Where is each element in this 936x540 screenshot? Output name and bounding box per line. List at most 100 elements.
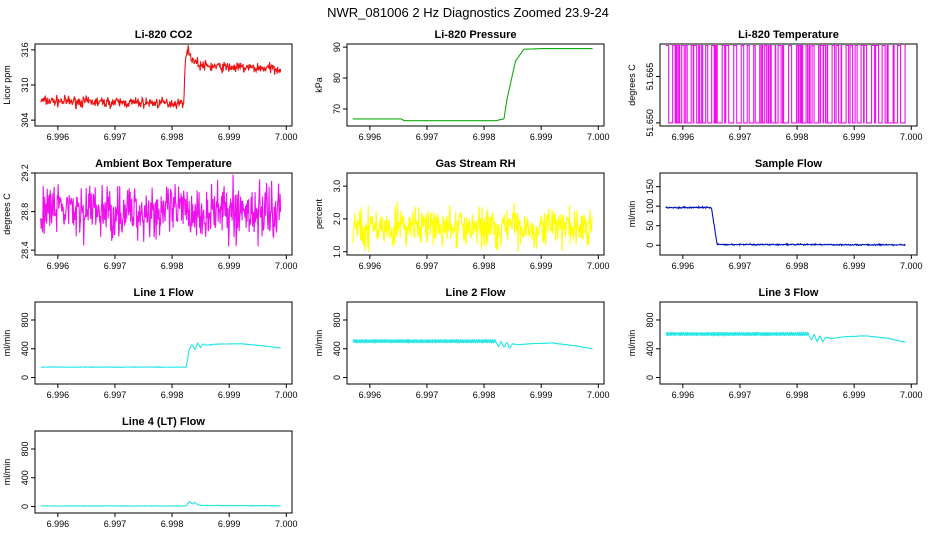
series-line-boxtemp bbox=[40, 174, 282, 247]
x-tick-label: 6.998 bbox=[473, 132, 496, 142]
panel-sampleflow: Sample Flow 6.996 6.997 6.998 6.999 7.000 0 50 1… bbox=[627, 158, 923, 271]
y-tick-label: 28.8 bbox=[20, 203, 30, 221]
panel-line3: Line 3 Flow 6.996 6.997 6.998 6.999 7.000 0 400… bbox=[627, 287, 923, 400]
x-tick-label: 6.999 bbox=[530, 132, 553, 142]
x-tick-label: 7.000 bbox=[275, 519, 298, 529]
y-axis-label: kPa bbox=[314, 77, 324, 93]
panel-rh: Gas Stream RH 6.996 6.997 6.998 6.999 7.000 1.… bbox=[314, 158, 610, 271]
x-tick-label: 6.996 bbox=[359, 261, 382, 271]
y-tick-label: 100 bbox=[645, 199, 655, 214]
x-tick-label: 7.000 bbox=[275, 132, 298, 142]
x-tick-label: 6.998 bbox=[161, 519, 184, 529]
panel-title: Line 1 Flow bbox=[134, 287, 194, 299]
x-tick-label: 6.996 bbox=[359, 390, 382, 400]
y-tick-label: 90 bbox=[332, 42, 342, 52]
x-tick-label: 6.997 bbox=[104, 261, 127, 271]
x-tick-label: 6.996 bbox=[359, 132, 382, 142]
plot-frame bbox=[34, 301, 293, 385]
panel-title: Line 2 Flow bbox=[446, 287, 506, 299]
x-tick-label: 6.997 bbox=[104, 132, 127, 142]
x-tick-label: 6.998 bbox=[786, 390, 809, 400]
y-tick-label: 0 bbox=[645, 243, 655, 248]
x-tick-label: 6.999 bbox=[843, 390, 866, 400]
panel-pressure: Li-820 Pressure 6.996 6.997 6.998 6.999 7.000… bbox=[314, 29, 610, 142]
plot-frame bbox=[34, 43, 293, 127]
x-tick-label: 6.996 bbox=[47, 261, 70, 271]
x-tick-label: 6.998 bbox=[786, 261, 809, 271]
panel-title: Line 4 (LT) Flow bbox=[122, 416, 205, 428]
panel-title: Sample Flow bbox=[755, 158, 823, 170]
y-tick-label: 800 bbox=[20, 441, 30, 456]
panel-co2: Li-820 CO2 6.996 6.997 6.998 6.999 7.000 304 31… bbox=[2, 29, 298, 142]
x-tick-label: 6.997 bbox=[729, 132, 752, 142]
x-tick-label: 6.999 bbox=[843, 132, 866, 142]
y-axis-label: ml/min bbox=[2, 330, 12, 357]
series-line-sampleflow bbox=[665, 205, 906, 247]
figure-title: NWR_081006 2 Hz Diagnostics Zoomed 23.9-… bbox=[327, 5, 609, 20]
x-tick-label: 6.996 bbox=[672, 261, 695, 271]
plot-frame bbox=[346, 172, 605, 256]
x-tick-label: 6.999 bbox=[843, 261, 866, 271]
y-tick-label: 51.665 bbox=[645, 63, 655, 91]
x-tick-label: 7.000 bbox=[900, 261, 923, 271]
y-axis-label: degrees C bbox=[627, 64, 637, 106]
x-tick-label: 6.996 bbox=[47, 519, 70, 529]
x-tick-label: 6.999 bbox=[218, 519, 241, 529]
panel-line4: Line 4 (LT) Flow 6.996 6.997 6.998 6.999 7.00… bbox=[2, 416, 298, 529]
x-tick-label: 6.998 bbox=[473, 390, 496, 400]
series-line-co2 bbox=[40, 45, 282, 110]
y-axis-label: degrees C bbox=[2, 193, 12, 235]
x-tick-label: 7.000 bbox=[900, 390, 923, 400]
y-tick-label: 800 bbox=[645, 312, 655, 327]
y-tick-label: 51.650 bbox=[645, 109, 655, 137]
y-tick-label: 28.4 bbox=[20, 241, 30, 259]
y-axis-label: percent bbox=[314, 198, 324, 229]
x-tick-label: 6.998 bbox=[473, 261, 496, 271]
panel-title: Ambient Box Temperature bbox=[95, 158, 232, 170]
series-line-line1 bbox=[40, 341, 281, 369]
plot-frame bbox=[346, 301, 605, 385]
y-tick-label: 29.2 bbox=[20, 164, 30, 182]
x-tick-label: 6.997 bbox=[104, 519, 127, 529]
y-tick-label: 0 bbox=[332, 375, 342, 380]
y-tick-label: 80 bbox=[332, 73, 342, 83]
panel-boxtemp: Ambient Box Temperature 6.996 6.997 6.998 6.… bbox=[2, 158, 298, 271]
panel-title: Li-820 Temperature bbox=[738, 29, 839, 41]
x-tick-label: 7.000 bbox=[900, 132, 923, 142]
y-axis-label: Licor ppm bbox=[2, 65, 12, 105]
x-tick-label: 6.998 bbox=[161, 132, 184, 142]
y-tick-label: 0 bbox=[20, 504, 30, 509]
panel-title: Li-820 Pressure bbox=[435, 29, 517, 41]
y-axis-label: ml/min bbox=[314, 330, 324, 357]
y-axis-label: ml/min bbox=[627, 201, 637, 228]
y-tick-label: 0 bbox=[20, 375, 30, 380]
x-tick-label: 6.999 bbox=[218, 261, 241, 271]
y-tick-label: 400 bbox=[20, 470, 30, 485]
panel-line2: Line 2 Flow 6.996 6.997 6.998 6.999 7.000 0 400… bbox=[314, 287, 610, 400]
x-tick-label: 7.000 bbox=[587, 261, 610, 271]
plot-frame bbox=[659, 43, 918, 127]
y-tick-label: 150 bbox=[645, 179, 655, 194]
y-tick-label: 400 bbox=[20, 341, 30, 356]
x-tick-label: 7.000 bbox=[587, 390, 610, 400]
x-tick-label: 7.000 bbox=[275, 261, 298, 271]
x-tick-label: 6.997 bbox=[729, 390, 752, 400]
y-tick-label: 310 bbox=[20, 77, 30, 92]
x-tick-label: 6.996 bbox=[47, 390, 70, 400]
series-line-rh bbox=[352, 201, 593, 252]
panel-temp: Li-820 Temperature 6.996 6.997 6.998 6.999 7.… bbox=[627, 29, 923, 142]
y-tick-label: 2.0 bbox=[332, 213, 342, 226]
series-line-line2 bbox=[352, 338, 593, 350]
x-tick-label: 6.997 bbox=[416, 261, 439, 271]
y-tick-label: 70 bbox=[332, 104, 342, 114]
plot-frame bbox=[659, 301, 918, 385]
plot-frame bbox=[34, 430, 293, 514]
x-tick-label: 7.000 bbox=[587, 132, 610, 142]
plot-frame bbox=[346, 43, 605, 127]
panel-line1: Line 1 Flow 6.996 6.997 6.998 6.999 7.000 0 400… bbox=[2, 287, 298, 400]
x-tick-label: 6.998 bbox=[161, 261, 184, 271]
y-tick-label: 0 bbox=[645, 375, 655, 380]
x-tick-label: 6.996 bbox=[672, 132, 695, 142]
x-tick-label: 6.999 bbox=[530, 390, 553, 400]
y-tick-label: 1.0 bbox=[332, 245, 342, 258]
